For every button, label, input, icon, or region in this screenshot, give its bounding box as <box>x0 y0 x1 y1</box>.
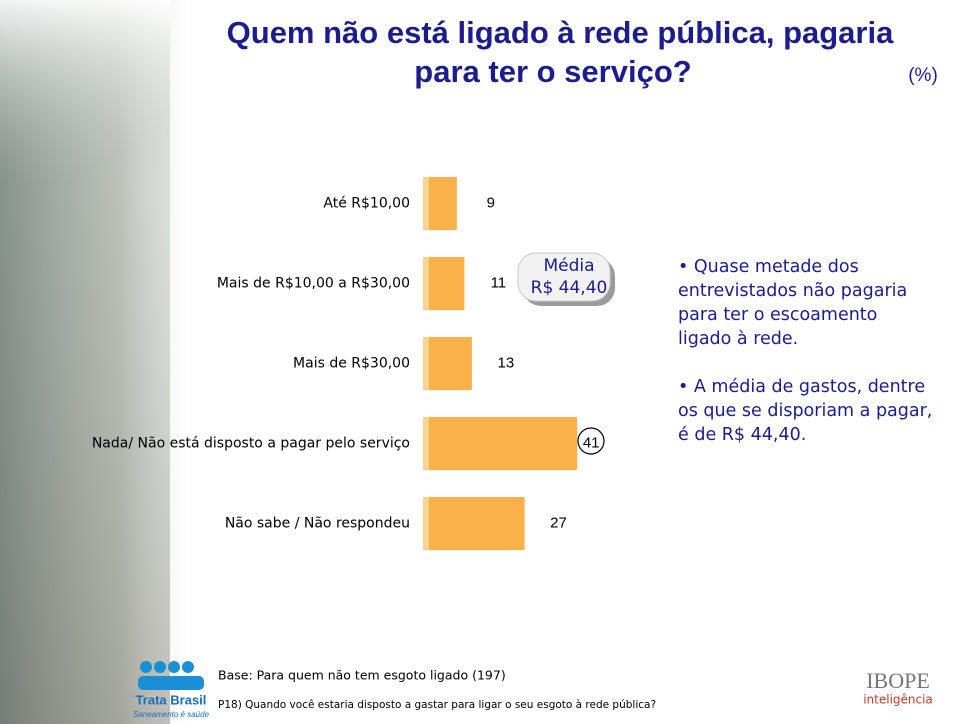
logo-dot <box>168 661 180 673</box>
logo-dot <box>154 661 166 673</box>
bullet-text: é de R$ 44,40. <box>678 425 806 445</box>
bar <box>423 497 525 550</box>
bullet-line: os que se disporiam a pagar, <box>678 401 932 421</box>
value-label: 11 <box>491 274 507 291</box>
category-label: Até R$10,00 <box>323 196 410 212</box>
value-label: 41 <box>583 434 600 451</box>
trata-brasil-logo: Trata Brasil Saneamento é saúde <box>133 661 210 719</box>
bar-highlight <box>423 257 429 310</box>
bullet-text: • A média de gastos, dentre <box>678 377 925 397</box>
bullet-line: entrevistados não pagaria <box>678 281 907 301</box>
title: Quem não está ligado à rede pública, pag… <box>227 15 894 50</box>
unit-label: (%) <box>908 65 938 86</box>
value-label: 27 <box>550 514 567 531</box>
logo-text: Saneamento é saúde <box>133 710 210 719</box>
logo-text: Trata Brasil <box>136 692 207 707</box>
category-label: Não sabe / Não respondeu <box>225 516 410 532</box>
question-note: P18) Quando você estaria disposto a gast… <box>218 699 656 711</box>
ibope-logo: IBOPE <box>866 668 930 693</box>
bullet-text: os que se disporiam a pagar, <box>678 401 932 421</box>
bullet-text: para ter o escoamento <box>678 305 877 325</box>
bar-highlight <box>423 417 429 470</box>
bullets: • Quase metade dos entrevistados não paga… <box>678 257 932 445</box>
bar <box>423 257 465 310</box>
category-label: Mais de R$30,00 <box>293 356 410 372</box>
bullet-line: Quase metade dos <box>694 257 859 277</box>
logo-dot <box>140 661 152 673</box>
bullet-text: • Quase metade dos <box>678 257 859 277</box>
logo-bar <box>138 676 204 690</box>
title: para ter o serviço? <box>414 54 691 89</box>
highlight-circle <box>577 427 605 455</box>
callout-text: R$ 44,40 <box>531 278 608 298</box>
logo-dot <box>182 661 194 673</box>
bullet: • <box>678 257 694 277</box>
bar <box>423 337 472 390</box>
callout-box <box>517 252 611 302</box>
bar <box>423 417 578 470</box>
bar-highlight <box>423 497 429 550</box>
bullet-line: é de R$ 44,40. <box>678 425 806 445</box>
background-photo-shade <box>0 0 170 724</box>
category-label: Mais de R$10,00 a R$30,00 <box>217 276 410 292</box>
value-label: 9 <box>487 194 495 211</box>
bar-highlight <box>423 177 429 230</box>
bullet-line: para ter o escoamento <box>678 305 877 325</box>
category-label: Nada/ Não está disposto a pagar pelo ser… <box>92 436 410 452</box>
bullet-text: entrevistados não pagaria <box>678 281 907 301</box>
value-label: 13 <box>498 354 515 371</box>
callout-text: Média <box>543 256 594 276</box>
ibope-logo-sub: inteligência <box>863 693 933 707</box>
average-callout: Média R$ 44,40 <box>517 252 615 306</box>
bullet-text: ligado à rede. <box>678 329 798 349</box>
bullet-line: A média de gastos, dentre <box>694 377 925 397</box>
bullet: • <box>678 377 694 397</box>
bullet-line: ligado à rede. <box>678 329 798 349</box>
base-note: Base: Para quem não tem esgoto ligado (1… <box>218 668 506 683</box>
bar-highlight <box>423 337 429 390</box>
